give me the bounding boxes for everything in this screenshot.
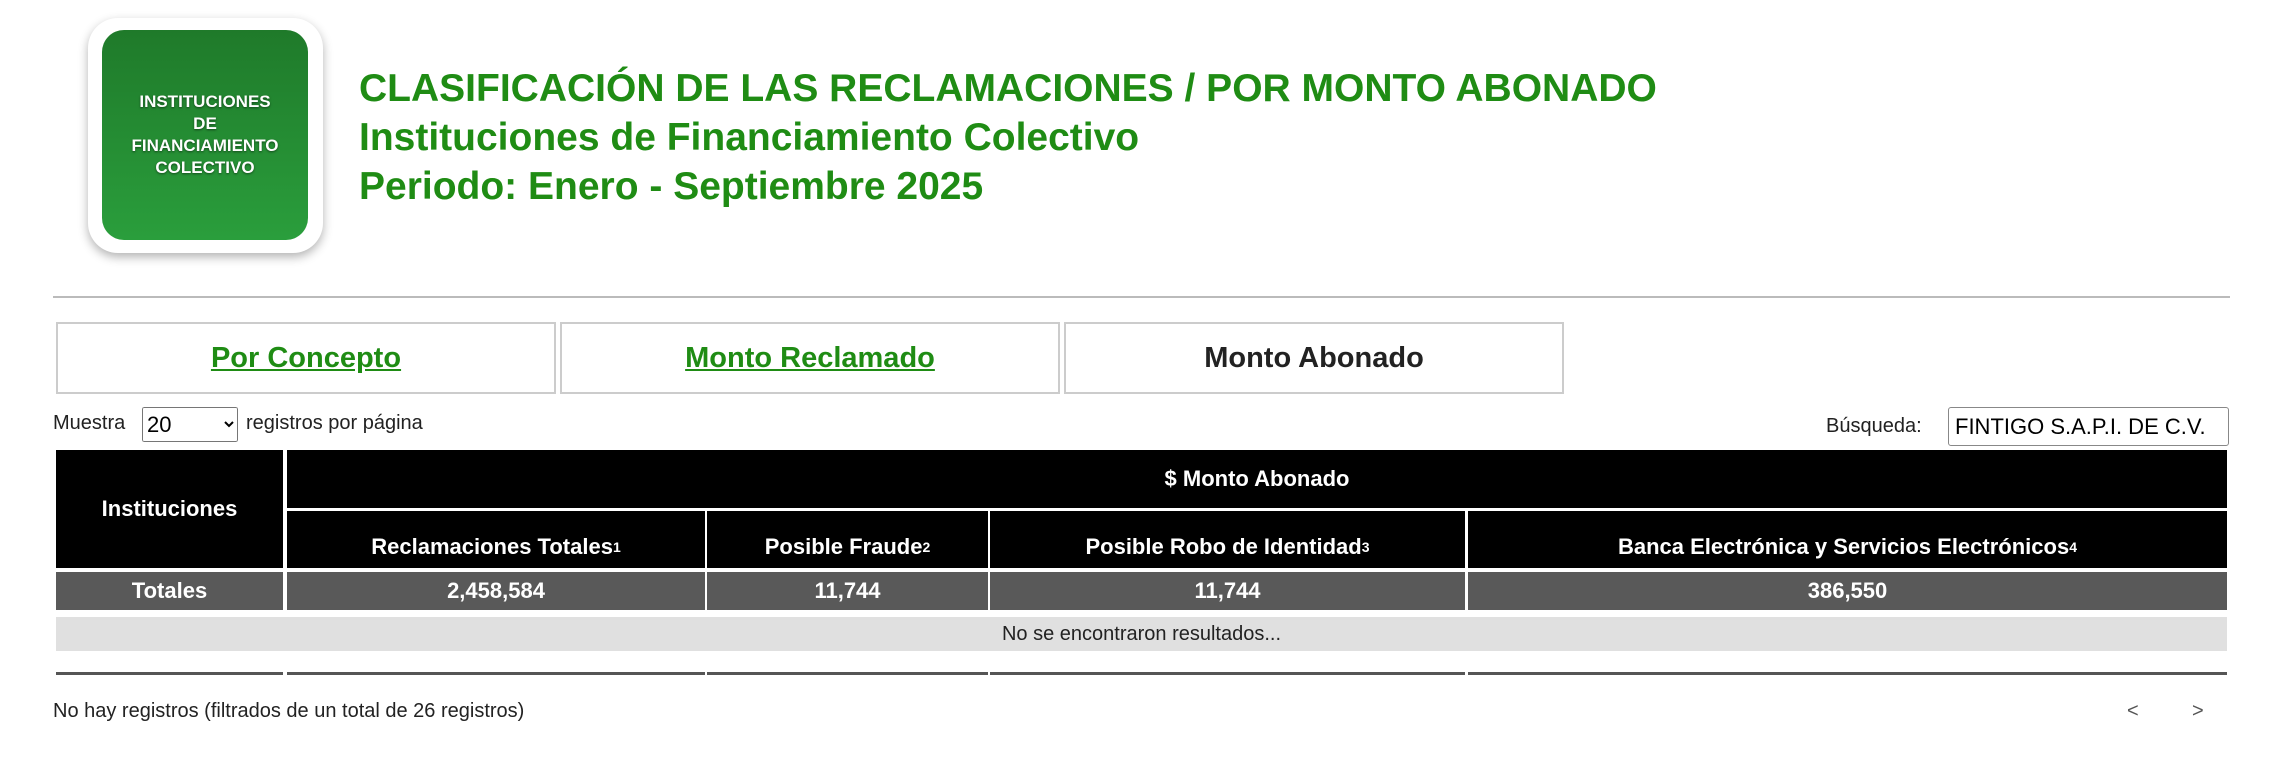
- page-subtitle: Instituciones de Financiamiento Colectiv…: [359, 116, 1140, 159]
- next-page-button[interactable]: >: [2192, 700, 2204, 722]
- divider: [53, 296, 2230, 298]
- tab-label: Monto Abonado: [1204, 341, 1424, 374]
- footnote-mark: 3: [1361, 538, 1370, 555]
- logo-line: DE: [193, 114, 217, 133]
- footnote-mark: 2: [922, 538, 931, 555]
- search-label: Búsqueda:: [1826, 415, 1922, 437]
- col-header[interactable]: Posible Robo de Identidad 3: [990, 511, 1465, 568]
- tab-monto-reclamado[interactable]: Monto Reclamado: [560, 322, 1060, 394]
- col-header[interactable]: Reclamaciones Totales 1: [287, 511, 705, 568]
- tab-por-concepto[interactable]: Por Concepto: [56, 322, 556, 394]
- logo-line: FINANCIAMIENTO: [131, 136, 279, 155]
- col-label: Banca Electrónica y Servicios Electrónic…: [1617, 533, 2070, 559]
- col-label: Posible Fraude: [764, 533, 923, 559]
- total-value: 386,550: [1468, 572, 2227, 610]
- total-value: 2,458,584: [287, 572, 705, 610]
- length-suffix: registros por página: [246, 412, 423, 434]
- col-header[interactable]: Banca Electrónica y Servicios Electrónic…: [1468, 511, 2227, 568]
- search-input[interactable]: [1948, 407, 2229, 446]
- logo: INSTITUCIONES DE FINANCIAMIENTO COLECTIVO: [88, 18, 323, 253]
- footnote-mark: 4: [2069, 538, 2077, 555]
- total-value: 11,744: [707, 572, 988, 610]
- total-value: 11,744: [990, 572, 1465, 610]
- period: Periodo: Enero - Septiembre 2025: [359, 165, 984, 208]
- page-size-select[interactable]: 20: [142, 407, 238, 442]
- length-prefix: Muestra: [53, 412, 126, 434]
- footer-border: [56, 672, 283, 675]
- col-label: Reclamaciones Totales: [371, 533, 613, 559]
- footer-border: [707, 672, 988, 675]
- footer-border: [990, 672, 1465, 675]
- footer-border: [1468, 672, 2227, 675]
- tab-monto-abonado[interactable]: Monto Abonado: [1064, 322, 1564, 394]
- tab-link[interactable]: Por Concepto: [210, 341, 402, 374]
- page-title: CLASIFICACIÓN DE LAS RECLAMACIONES / POR…: [359, 67, 1657, 110]
- col-label: Posible Robo de Identidad: [1085, 533, 1362, 559]
- empty-message: No se encontraron resultados...: [56, 617, 2227, 651]
- tab-link[interactable]: Monto Reclamado: [685, 341, 935, 374]
- totals-label: Totales: [56, 572, 283, 610]
- footnote-mark: 1: [612, 538, 621, 555]
- group-header: $ Monto Abonado: [287, 450, 2227, 508]
- logo-badge: INSTITUCIONES DE FINANCIAMIENTO COLECTIVO: [102, 30, 308, 240]
- table-info: No hay registros (filtrados de un total …: [53, 700, 525, 722]
- logo-line: COLECTIVO: [155, 158, 255, 177]
- footer-border: [287, 672, 705, 675]
- col-header[interactable]: Posible Fraude 2: [707, 511, 988, 568]
- col-header-instituciones[interactable]: Instituciones: [56, 450, 283, 568]
- prev-page-button[interactable]: <: [2127, 700, 2139, 722]
- logo-line: INSTITUCIONES: [139, 92, 271, 111]
